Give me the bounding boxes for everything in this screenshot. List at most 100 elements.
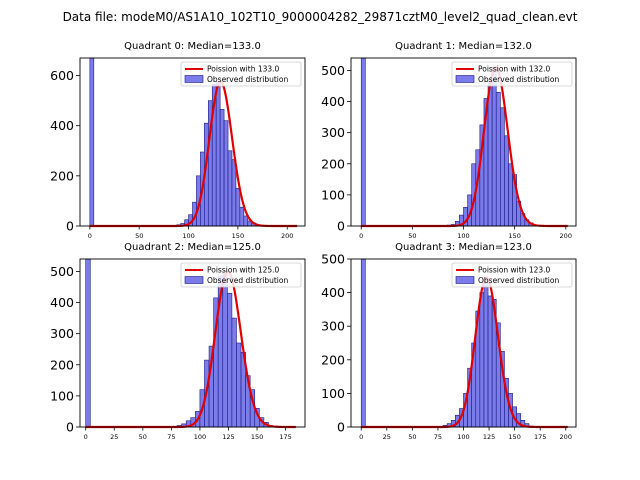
y-tick-label: 100 xyxy=(50,388,74,403)
histogram-bar xyxy=(239,206,245,227)
legend-fit-label: Poission with 123.0 xyxy=(478,266,551,275)
legend-fit-label: Poission with 125.0 xyxy=(207,266,280,275)
x-tick-label: 200 xyxy=(281,232,293,240)
x-tick-label: 0 xyxy=(359,433,363,441)
x-tick-label: 75 xyxy=(434,433,442,441)
x-tick-label: 100 xyxy=(457,433,469,441)
x-tick-label: 175 xyxy=(534,433,546,441)
legend-hist-label: Observed distribution xyxy=(478,75,559,84)
y-tick-label: 0 xyxy=(337,219,345,234)
x-tick-label: 50 xyxy=(408,232,416,240)
histogram-bar xyxy=(223,120,229,227)
histogram-bar xyxy=(500,107,505,227)
x-tick-label: 25 xyxy=(110,433,118,441)
poisson-fit-line xyxy=(361,66,568,228)
legend-fit-label: Poission with 133.0 xyxy=(207,65,280,74)
histogram-bar xyxy=(222,271,228,428)
legend-hist-label: Observed distribution xyxy=(207,75,288,84)
y-tick-label: 0 xyxy=(66,420,74,435)
histogram-bar xyxy=(360,258,366,428)
legend-box xyxy=(180,262,302,288)
x-tick-label: 100 xyxy=(457,232,469,240)
histogram-bar xyxy=(85,258,91,428)
y-tick-label: 300 xyxy=(50,326,74,341)
y-tick-label: 200 xyxy=(50,168,74,183)
figure-title: Data file: modeM0/AS1A10_102T10_90000042… xyxy=(63,10,578,24)
panel-title: Quadrant 0: Median=133.0 xyxy=(124,41,261,52)
histogram-bar xyxy=(508,163,513,227)
x-tick-label: 25 xyxy=(383,433,391,441)
x-tick-label: 50 xyxy=(139,433,147,441)
histogram-bar xyxy=(495,91,501,227)
x-tick-label: 150 xyxy=(232,232,244,240)
histogram-bar xyxy=(219,109,225,227)
quadrant-2-panel: 0 100 200 300 400 500 0 25 50 75 100 125 150 175 Quadr… xyxy=(50,242,306,441)
histogram-bar xyxy=(215,81,221,227)
legend-bar-swatch xyxy=(184,276,204,284)
histogram-bar xyxy=(231,159,237,227)
quadrant-1-panel: 0 100 200 300 400 500 0 50 100 150 200 Quadrant 1: … xyxy=(321,41,577,240)
y-tick-label: 400 xyxy=(321,285,345,300)
panel-title: Quadrant 2: Median=125.0 xyxy=(124,242,261,253)
y-tick-label: 400 xyxy=(50,118,74,133)
poisson-fit-line xyxy=(361,276,568,429)
quadrant-0-panel: 0 200 400 600 0 50 100 150 200 Quadrant 0: Median… xyxy=(50,41,306,240)
x-tick-label: 75 xyxy=(167,433,175,441)
legend-bar-swatch xyxy=(184,75,204,83)
x-tick-label: 100 xyxy=(194,433,206,441)
histogram-bar xyxy=(360,57,366,227)
histogram-bar xyxy=(89,57,95,227)
x-tick-label: 125 xyxy=(222,433,234,441)
x-tick-label: 0 xyxy=(359,232,363,240)
x-tick-label: 0 xyxy=(84,433,88,441)
axes-frame xyxy=(79,258,306,428)
legend-bar-swatch xyxy=(455,276,475,284)
histogram-bar xyxy=(227,150,233,227)
histogram-bar xyxy=(231,317,237,428)
x-tick-label: 50 xyxy=(408,433,416,441)
y-tick-label: 200 xyxy=(321,156,345,171)
legend-box xyxy=(451,262,573,288)
poisson-fit-line xyxy=(85,270,296,429)
x-tick-label: 150 xyxy=(508,232,520,240)
histogram-bar xyxy=(491,67,497,227)
y-tick-label: 600 xyxy=(50,68,74,83)
histogram-bar xyxy=(236,342,242,428)
y-tick-label: 200 xyxy=(50,357,74,372)
panel-title: Quadrant 1: Median=132.0 xyxy=(395,41,532,52)
y-tick-label: 100 xyxy=(321,386,345,401)
x-tick-label: 100 xyxy=(182,232,194,240)
y-tick-label: 300 xyxy=(321,319,345,334)
x-tick-label: 150 xyxy=(251,433,263,441)
y-tick-label: 0 xyxy=(337,420,345,435)
y-tick-label: 500 xyxy=(50,264,74,279)
axes-frame xyxy=(79,57,306,227)
histogram-bar xyxy=(243,215,249,227)
y-tick-label: 300 xyxy=(321,125,345,140)
x-tick-label: 200 xyxy=(560,232,572,240)
y-tick-label: 100 xyxy=(321,187,345,202)
histogram-bar xyxy=(235,188,241,227)
y-tick-label: 200 xyxy=(321,352,345,367)
legend-hist-label: Observed distribution xyxy=(207,276,288,285)
x-tick-label: 150 xyxy=(508,433,520,441)
legend-bar-swatch xyxy=(455,75,475,83)
y-tick-label: 400 xyxy=(50,295,74,310)
panel-title: Quadrant 3: Median=123.0 xyxy=(395,242,532,253)
x-tick-label: 50 xyxy=(135,232,143,240)
y-tick-label: 400 xyxy=(321,94,345,109)
legend-box xyxy=(451,61,573,87)
histogram-bar xyxy=(479,292,485,428)
legend-hist-label: Observed distribution xyxy=(478,276,559,285)
x-tick-label: 125 xyxy=(483,433,495,441)
x-tick-label: 175 xyxy=(279,433,291,441)
y-tick-label: 0 xyxy=(66,219,74,234)
histogram-bar xyxy=(483,277,489,428)
x-tick-label: 0 xyxy=(88,232,92,240)
x-tick-label: 200 xyxy=(560,433,572,441)
